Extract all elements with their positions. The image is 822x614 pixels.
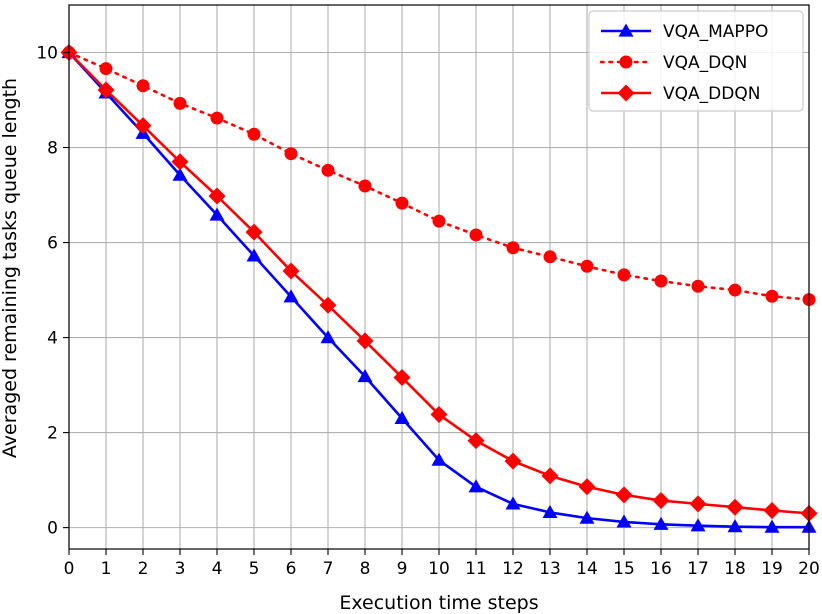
y-tick-label: 10 [36, 44, 58, 64]
data-point [615, 486, 633, 504]
data-point [469, 228, 483, 242]
data-point [689, 495, 707, 513]
y-axis-label: Averaged remaining tasks queue length [0, 78, 21, 458]
data-point [282, 262, 300, 280]
y-tick-label: 2 [47, 424, 58, 444]
x-tick-label: 17 [687, 559, 709, 579]
data-point [765, 289, 779, 303]
data-point [691, 279, 705, 293]
data-point [726, 498, 744, 516]
data-point [356, 332, 374, 350]
x-tick-label: 10 [428, 559, 450, 579]
data-point [467, 432, 485, 450]
data-point [394, 410, 410, 424]
data-point [652, 492, 670, 510]
data-point [727, 519, 743, 533]
data-point [728, 283, 742, 297]
x-tick-label: 6 [286, 559, 297, 579]
data-point [763, 502, 781, 520]
data-point [506, 241, 520, 255]
series-vqa-ddqn [60, 44, 818, 522]
x-axis-label: Execution time steps [339, 592, 538, 614]
data-point [246, 248, 262, 262]
data-point [209, 207, 225, 221]
data-point [580, 259, 594, 273]
data-point [210, 111, 224, 125]
data-point [247, 127, 261, 141]
legend-marker [617, 84, 635, 102]
series-vqa-mappo [61, 45, 817, 533]
x-tick-label: 3 [175, 559, 186, 579]
data-point [690, 518, 706, 532]
data-point [430, 406, 448, 424]
data-point [172, 167, 188, 181]
x-tick-label: 12 [502, 559, 524, 579]
y-tick-label: 6 [47, 234, 58, 254]
data-point [99, 62, 113, 76]
data-point [468, 479, 484, 493]
legend-label: VQA_DDQN [663, 84, 760, 104]
data-point [171, 153, 189, 171]
x-tick-label: 18 [724, 559, 746, 579]
x-tick-label: 14 [576, 559, 598, 579]
x-tick-label: 5 [249, 559, 260, 579]
data-point [393, 368, 411, 386]
legend-box [588, 10, 804, 112]
data-point [395, 196, 409, 210]
data-point [541, 467, 559, 485]
data-point [173, 96, 187, 110]
data-point [578, 478, 596, 496]
data-point [358, 179, 372, 193]
x-tick-label: 4 [212, 559, 223, 579]
x-tick-label: 0 [64, 559, 75, 579]
x-tick-label: 13 [539, 559, 561, 579]
data-point [432, 214, 446, 228]
data-point [579, 510, 595, 524]
data-point [136, 79, 150, 93]
data-point [319, 296, 337, 314]
data-point [617, 268, 631, 282]
data-point [616, 514, 632, 528]
y-tick-label: 8 [47, 139, 58, 159]
x-tick-label: 2 [138, 559, 149, 579]
data-point [320, 330, 336, 344]
y-tick-label: 4 [47, 329, 58, 349]
data-point [357, 369, 373, 383]
data-point [321, 163, 335, 177]
series-vqa-dqn [62, 46, 816, 307]
data-point [542, 504, 558, 519]
data-point [654, 274, 668, 288]
legend-marker [618, 23, 634, 37]
data-point [505, 496, 521, 510]
legend: VQA_MAPPO VQA_DQN VQA_DDQN [588, 10, 804, 112]
data-point [653, 516, 669, 530]
data-point [245, 223, 263, 241]
x-tick-label: 16 [650, 559, 672, 579]
data-point [543, 250, 557, 264]
legend-label: VQA_MAPPO [663, 22, 768, 42]
x-tick-label: 9 [397, 559, 408, 579]
data-point [97, 81, 115, 99]
data-point [284, 147, 298, 161]
data-point [504, 452, 522, 470]
x-tick-label: 7 [323, 559, 334, 579]
x-tick-label: 1 [101, 559, 112, 579]
x-tick-label: 8 [360, 559, 371, 579]
data-point [134, 117, 152, 135]
series-layer [60, 44, 818, 533]
data-point [431, 452, 447, 466]
legend-marker [619, 55, 633, 69]
x-tick-label: 19 [761, 559, 783, 579]
y-tick-label: 0 [47, 519, 58, 539]
data-point [764, 519, 780, 533]
data-point [283, 289, 299, 303]
x-tick-label: 20 [798, 559, 820, 579]
x-tick-label: 15 [613, 559, 635, 579]
x-tick-label: 11 [465, 559, 487, 579]
data-point [208, 187, 226, 205]
legend-label: VQA_DQN [663, 53, 747, 73]
